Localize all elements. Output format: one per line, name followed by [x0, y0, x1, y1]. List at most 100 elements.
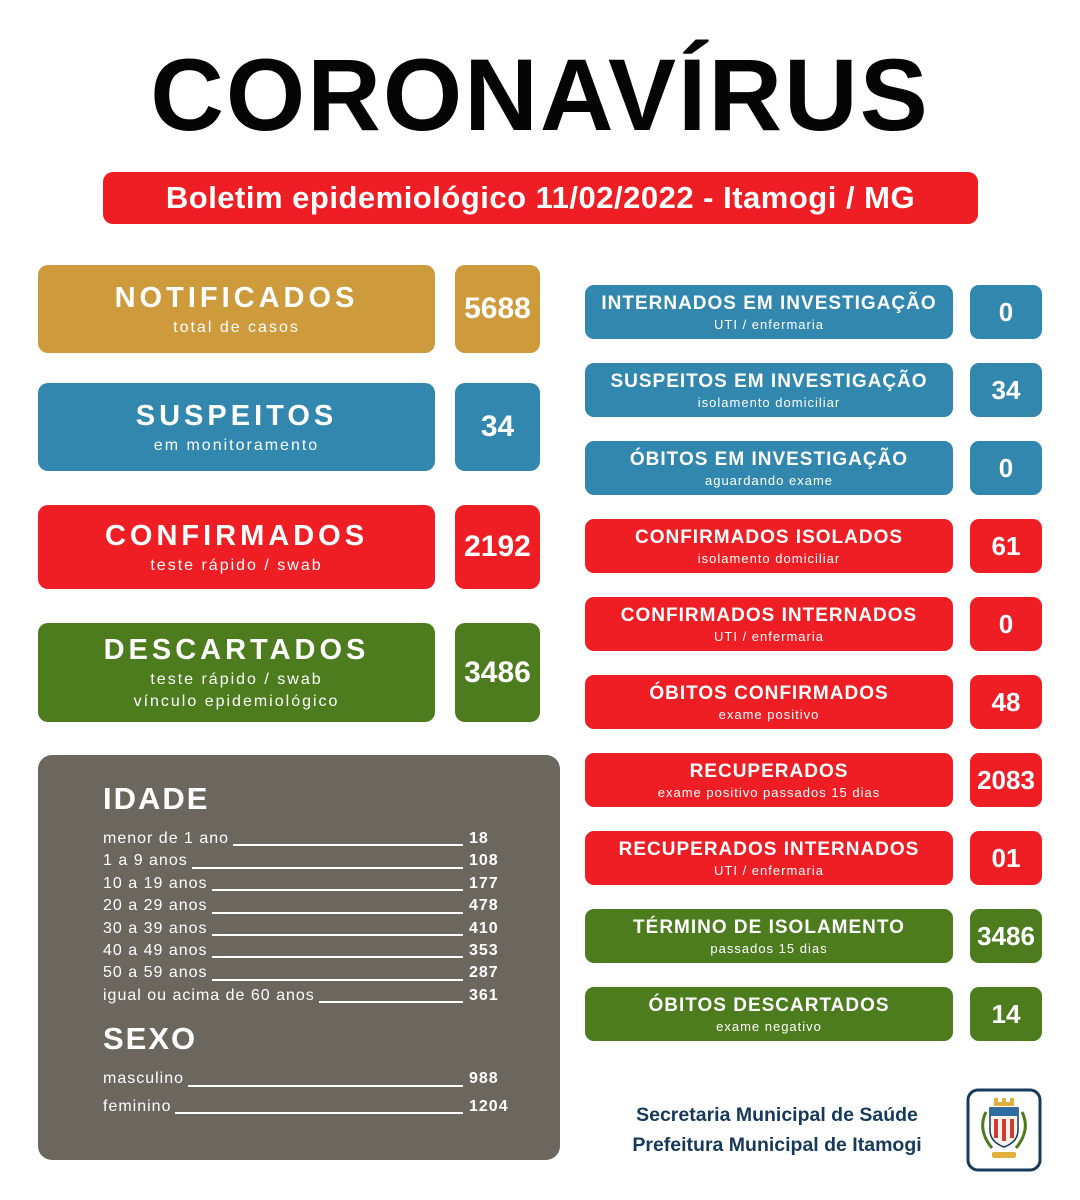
- card-descartados-label: DESCARTADOS teste rápido / swab vínculo …: [38, 623, 435, 722]
- leader-line: [188, 1084, 463, 1087]
- age-row: 50 a 59 anos 287: [103, 964, 525, 982]
- age-value: 18: [469, 830, 489, 847]
- card-subtitle: teste rápido / swab: [150, 556, 323, 574]
- card-label: CONFIRMADOS ISOLADOS isolamento domicili…: [585, 519, 953, 573]
- card-label: INTERNADOS EM INVESTIGAÇÃO UTI / enferma…: [585, 285, 953, 339]
- sex-label: feminino: [103, 1097, 172, 1115]
- card-label: CONFIRMADOS INTERNADOS UTI / enfermaria: [585, 597, 953, 651]
- leader-line: [211, 911, 463, 914]
- age-label: menor de 1 ano: [103, 830, 230, 847]
- card-subtitle: exame positivo passados 15 dias: [657, 784, 881, 800]
- card-subtitle: total de casos: [173, 318, 300, 336]
- card-recuperados-internados: RECUPERADOS INTERNADOS UTI / enfermaria …: [585, 831, 1042, 885]
- card-confirmados-internados: CONFIRMADOS INTERNADOS UTI / enfermaria …: [585, 597, 1042, 651]
- card-title: TÉRMINO DE ISOLAMENTO: [633, 916, 905, 938]
- sex-label: masculino: [103, 1070, 185, 1088]
- card-subtitle: exame negativo: [716, 1018, 822, 1034]
- card-suspeitos: SUSPEITOS em monitoramento 34: [38, 383, 540, 471]
- card-subtitle: passados 15 dias: [710, 940, 828, 956]
- sex-row: masculino 988: [103, 1070, 525, 1088]
- card-label: RECUPERADOS INTERNADOS UTI / enfermaria: [585, 831, 953, 885]
- leader-line: [211, 978, 463, 981]
- card-title: DESCARTADOS: [103, 634, 370, 666]
- card-value: 0: [970, 597, 1042, 651]
- bulletin-banner: Boletim epidemiológico 11/02/2022 - Itam…: [103, 172, 978, 224]
- card-termino-isolamento: TÉRMINO DE ISOLAMENTO passados 15 dias 3…: [585, 909, 1042, 963]
- footer-text: Secretaria Municipal de Saúde Prefeitura…: [600, 1100, 954, 1160]
- footer-line2: Prefeitura Municipal de Itamogi: [632, 1134, 922, 1156]
- age-row: 20 a 29 anos 478: [103, 897, 525, 915]
- card-title: ÓBITOS DESCARTADOS: [648, 994, 890, 1016]
- leader-line: [191, 866, 463, 869]
- card-title: ÓBITOS CONFIRMADOS: [649, 682, 889, 704]
- card-label: ÓBITOS EM INVESTIGAÇÃO aguardando exame: [585, 441, 953, 495]
- card-internados-investigacao: INTERNADOS EM INVESTIGAÇÃO UTI / enferma…: [585, 285, 1042, 339]
- leader-line: [318, 1001, 463, 1004]
- age-value: 353: [469, 941, 499, 959]
- card-confirmados-isolados: CONFIRMADOS ISOLADOS isolamento domicili…: [585, 519, 1042, 573]
- age-value: 478: [469, 897, 499, 915]
- card-subtitle: isolamento domiciliar: [697, 550, 841, 566]
- card-title: CONFIRMADOS INTERNADOS: [620, 604, 918, 626]
- card-suspeitos-investigacao: SUSPEITOS EM INVESTIGAÇÃO isolamento dom…: [585, 363, 1042, 417]
- detail-cards-column: INTERNADOS EM INVESTIGAÇÃO UTI / enferma…: [585, 285, 1042, 1041]
- card-confirmados-value: 2192: [455, 505, 540, 589]
- card-obitos-descartados: ÓBITOS DESCARTADOS exame negativo 14: [585, 987, 1042, 1041]
- leader-line: [211, 956, 463, 959]
- crest-icon: [966, 1088, 1042, 1172]
- card-value: 0: [970, 285, 1042, 339]
- page-title: CORONAVÍRUS: [150, 38, 930, 152]
- footer: Secretaria Municipal de Saúde Prefeitura…: [600, 1088, 1042, 1172]
- age-row: 10 a 19 anos 177: [103, 875, 525, 893]
- city-crest-logo: [966, 1088, 1042, 1172]
- age-label: 20 a 29 anos: [103, 897, 208, 915]
- card-label: ÓBITOS CONFIRMADOS exame positivo: [585, 675, 953, 729]
- card-descartados: DESCARTADOS teste rápido / swab vínculo …: [38, 623, 540, 722]
- age-row: 30 a 39 anos 410: [103, 920, 525, 938]
- age-label: igual ou acima de 60 anos: [103, 986, 315, 1004]
- card-title: ÓBITOS EM INVESTIGAÇÃO: [629, 448, 909, 470]
- card-subtitle-2: vínculo epidemiológico: [133, 693, 340, 710]
- card-label: SUSPEITOS EM INVESTIGAÇÃO isolamento dom…: [585, 363, 953, 417]
- age-label: 10 a 19 anos: [103, 874, 208, 892]
- card-notificados-label: NOTIFICADOS total de casos: [38, 265, 435, 353]
- card-suspeitos-label: SUSPEITOS em monitoramento: [38, 383, 435, 471]
- card-label: RECUPERADOS exame positivo passados 15 d…: [585, 753, 953, 807]
- card-title: RECUPERADOS: [689, 760, 849, 782]
- age-rows: menor de 1 ano 18 1 a 9 anos 108 10 a 19…: [103, 830, 525, 1005]
- card-title: CONFIRMADOS ISOLADOS: [634, 526, 904, 548]
- card-value: 3486: [970, 909, 1042, 963]
- sexo-heading: SEXO: [103, 1021, 198, 1057]
- age-value: 108: [469, 852, 499, 870]
- card-notificados: NOTIFICADOS total de casos 5688: [38, 265, 540, 353]
- age-value: 361: [469, 986, 499, 1004]
- sex-value: 1204: [469, 1097, 509, 1115]
- card-confirmados-label: CONFIRMADOS teste rápido / swab: [38, 505, 435, 589]
- sex-row: feminino 1204: [103, 1098, 525, 1116]
- leader-line: [211, 889, 463, 892]
- leader-line: [175, 1111, 463, 1114]
- age-row: menor de 1 ano 18: [103, 830, 525, 848]
- sex-value: 988: [469, 1070, 499, 1088]
- card-recuperados: RECUPERADOS exame positivo passados 15 d…: [585, 753, 1042, 807]
- card-title: CONFIRMADOS: [104, 519, 369, 552]
- card-title: NOTIFICADOS: [114, 281, 359, 314]
- age-label: 30 a 39 anos: [103, 919, 208, 937]
- card-notificados-value: 5688: [455, 265, 540, 353]
- age-label: 50 a 59 anos: [103, 964, 208, 982]
- age-value: 177: [469, 874, 499, 892]
- card-value: 14: [970, 987, 1042, 1041]
- leader-line: [233, 844, 463, 847]
- banner-text: Boletim epidemiológico 11/02/2022 - Itam…: [165, 180, 916, 215]
- age-row: 1 a 9 anos 108: [103, 852, 525, 870]
- age-label: 40 a 49 anos: [103, 941, 208, 959]
- leader-line: [211, 933, 463, 936]
- idade-heading: IDADE: [103, 781, 210, 816]
- card-subtitle: exame positivo: [718, 706, 820, 722]
- age-row: igual ou acima de 60 anos 361: [103, 987, 525, 1005]
- card-subtitle: UTI / enfermaria: [714, 628, 824, 644]
- demographics-panel: IDADE menor de 1 ano 18 1 a 9 anos 108 1…: [38, 755, 560, 1160]
- card-value: 01: [970, 831, 1042, 885]
- age-row: 40 a 49 anos 353: [103, 942, 525, 960]
